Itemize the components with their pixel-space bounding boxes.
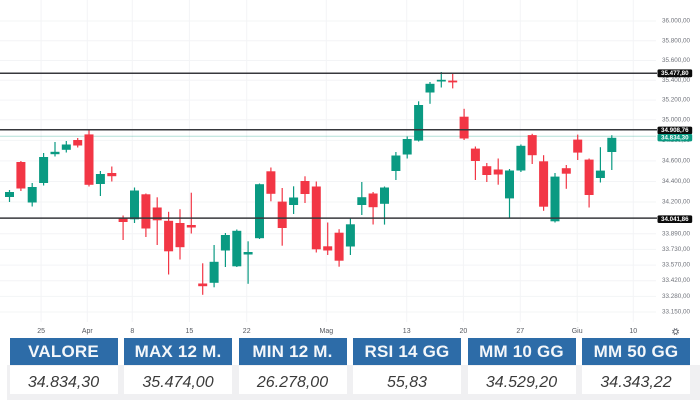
svg-text:33.570,00: 33.570,00 <box>662 262 691 269</box>
svg-text:27: 27 <box>516 328 524 335</box>
svg-text:35.600,00: 35.600,00 <box>662 57 691 64</box>
svg-text:25: 25 <box>37 328 45 335</box>
svg-text:Giu: Giu <box>572 328 583 335</box>
svg-text:35.400,00: 35.400,00 <box>662 77 691 84</box>
svg-text:13: 13 <box>403 328 411 335</box>
svg-text:33.420,00: 33.420,00 <box>662 277 691 284</box>
svg-text:20: 20 <box>460 328 468 335</box>
svg-text:34.200,00: 34.200,00 <box>662 199 691 206</box>
svg-text:33.280,00: 33.280,00 <box>662 293 691 300</box>
svg-text:35.477,80: 35.477,80 <box>661 70 689 77</box>
svg-text:34.041,86: 34.041,86 <box>661 216 689 223</box>
svg-text:34.834,30: 34.834,30 <box>661 134 689 141</box>
svg-text:Apr: Apr <box>82 328 94 335</box>
svg-text:33.890,00: 33.890,00 <box>662 230 691 237</box>
svg-text:Mag: Mag <box>319 328 333 335</box>
svg-text:15: 15 <box>186 328 194 335</box>
svg-text:36.000,00: 36.000,00 <box>662 18 691 25</box>
svg-text:34.400,00: 34.400,00 <box>662 178 691 185</box>
svg-text:10: 10 <box>629 328 637 335</box>
svg-text:35.000,00: 35.000,00 <box>662 116 691 123</box>
svg-text:35.200,00: 35.200,00 <box>662 97 691 104</box>
svg-text:33.730,00: 33.730,00 <box>662 246 691 253</box>
svg-text:34.908,76: 34.908,76 <box>661 127 689 134</box>
svg-text:35.800,00: 35.800,00 <box>662 37 691 44</box>
svg-text:8: 8 <box>130 328 134 335</box>
svg-text:33.150,00: 33.150,00 <box>662 309 691 316</box>
svg-text:22: 22 <box>243 328 251 335</box>
svg-text:34.600,00: 34.600,00 <box>662 157 691 164</box>
